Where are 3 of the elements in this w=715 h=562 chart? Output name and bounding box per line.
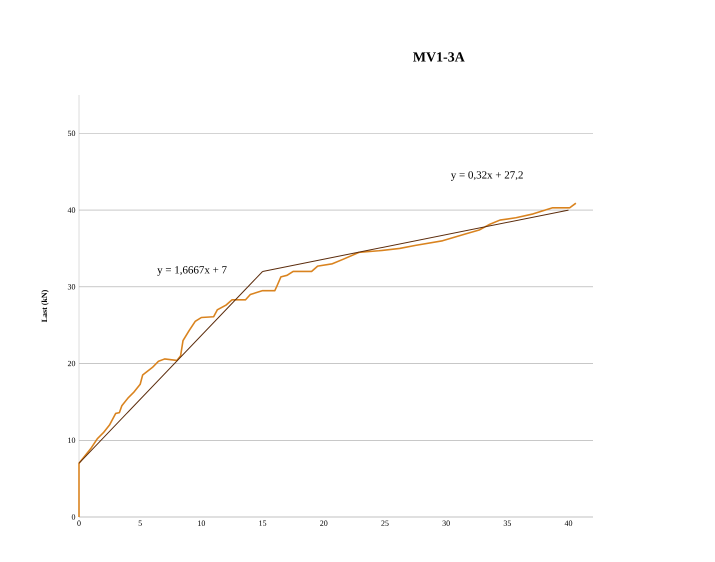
chart-title: MV1-3A — [413, 52, 465, 62]
annotation: y = 0,32x + 27,2 — [450, 171, 523, 181]
annotation: y = 1,6667x + 7 — [157, 266, 227, 276]
